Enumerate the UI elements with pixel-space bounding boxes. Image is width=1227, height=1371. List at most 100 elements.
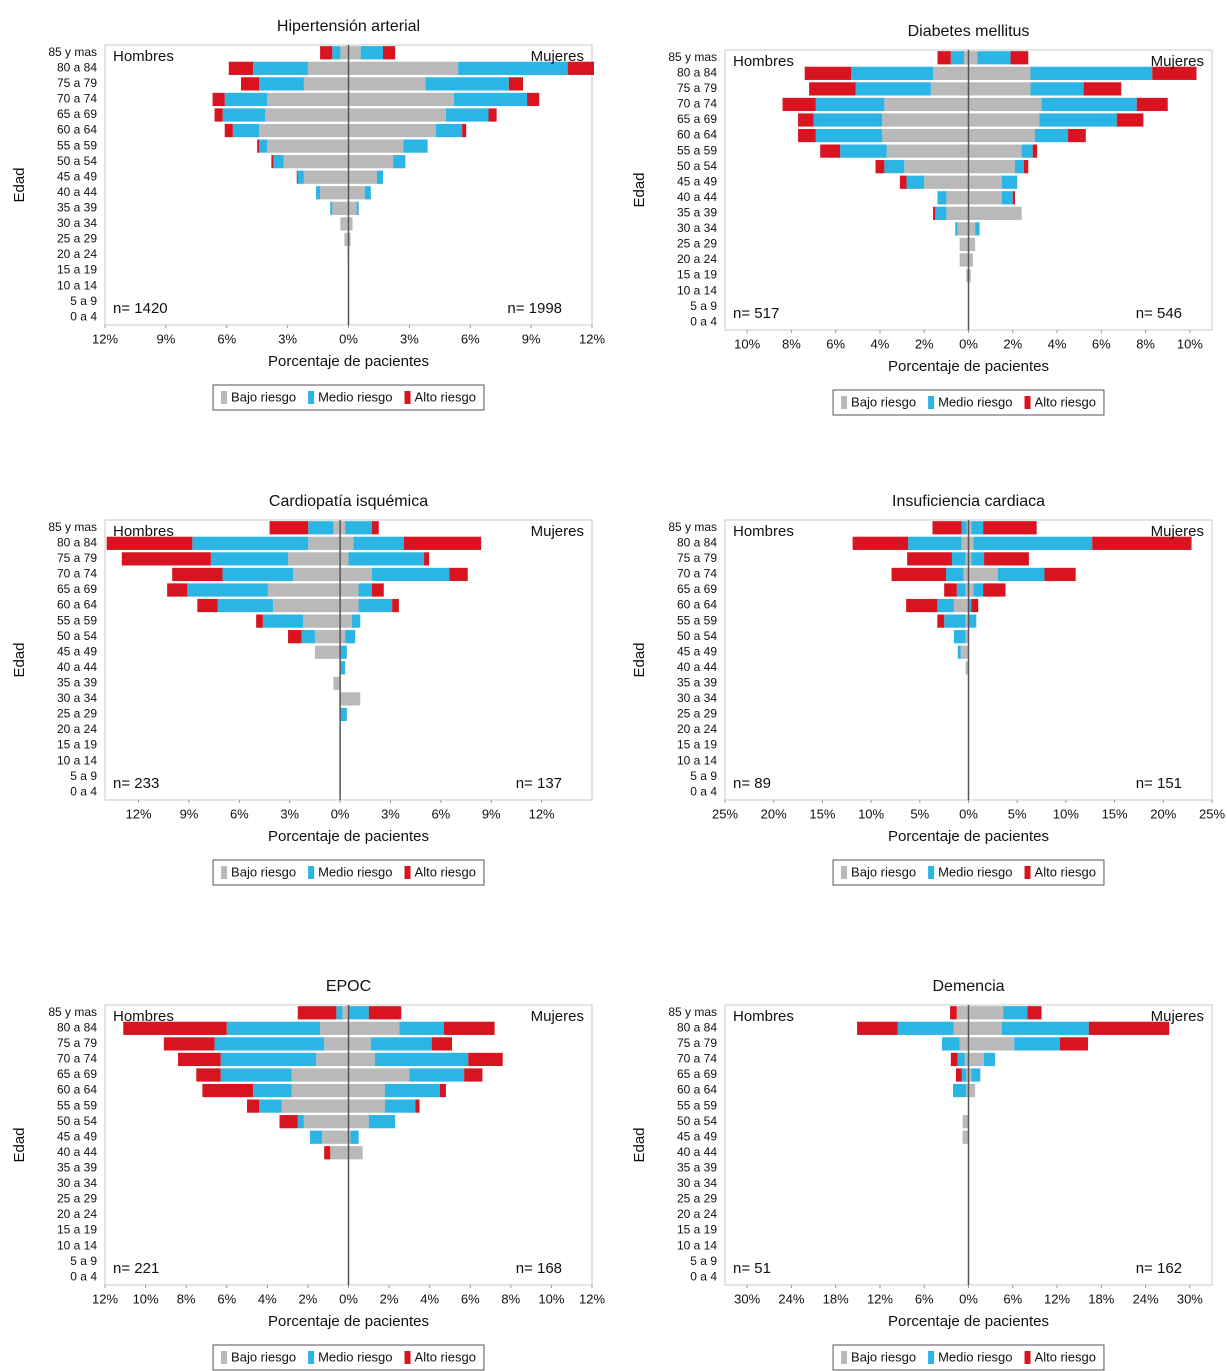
bar-segment <box>214 1037 325 1051</box>
y-tick-label: 80 a 84 <box>57 1021 97 1035</box>
bar-segment <box>167 583 188 597</box>
y-tick-label: 5 a 9 <box>690 1254 717 1268</box>
bar-segment <box>941 1037 960 1051</box>
bar-segment <box>968 175 1002 189</box>
right-label: Mujeres <box>531 48 584 65</box>
bar-segment <box>293 567 341 582</box>
x-tick-label: 0% <box>959 806 978 821</box>
x-tick-label: 10% <box>734 336 760 351</box>
x-tick-label: 3% <box>280 806 299 821</box>
bar-segment <box>891 567 947 582</box>
y-tick-label: 35 a 39 <box>57 676 97 690</box>
bar-segment <box>212 92 225 107</box>
bar-segment <box>965 630 969 644</box>
bar-segment <box>409 1068 465 1082</box>
x-tick-label: 8% <box>177 1291 196 1306</box>
x-tick-label: 10% <box>1053 806 1079 821</box>
legend: Bajo riesgo Medio riesgo Alto riesgo <box>832 1344 1105 1371</box>
legend-box <box>832 1344 1105 1371</box>
x-tick-label: 18% <box>1088 1291 1114 1306</box>
legend-label: Bajo riesgo <box>231 1349 296 1364</box>
x-tick-label: 10% <box>538 1291 564 1306</box>
bar-segment <box>960 645 969 659</box>
bar-segment <box>962 1130 969 1144</box>
chart-title: Cardiopatía isquémica <box>269 493 428 510</box>
bar-segment <box>340 567 373 582</box>
bar-segment <box>267 583 341 597</box>
bar-segment <box>301 630 315 644</box>
y-tick-label: 15 a 19 <box>57 738 97 752</box>
x-tick-label: 2% <box>1003 336 1022 351</box>
bar-segment <box>324 1146 331 1160</box>
y-tick-label: 5 a 9 <box>70 1254 97 1268</box>
bar-segment <box>1083 82 1122 96</box>
bar-segment <box>937 191 947 205</box>
y-tick-label: 70 a 74 <box>677 97 717 111</box>
bar-segment <box>372 583 384 597</box>
bar-segment <box>324 1037 349 1051</box>
y-tick-label: 35 a 39 <box>677 676 717 690</box>
x-tick-label: 5% <box>910 806 929 821</box>
bar-segment <box>330 1146 349 1160</box>
x-tick-label: 0% <box>959 336 978 351</box>
x-tick-label: 9% <box>522 331 541 346</box>
y-tick-label: 45 a 49 <box>677 644 717 658</box>
x-tick-label: 0% <box>339 331 358 346</box>
bar-segment <box>937 51 951 65</box>
bar-segment <box>813 113 883 127</box>
bar-segment <box>950 51 965 65</box>
bar-segment <box>964 1052 969 1067</box>
x-tick-label: 8% <box>1136 336 1155 351</box>
legend-swatch <box>928 396 935 409</box>
left-label: Hombres <box>733 523 794 540</box>
bar-segment <box>798 128 816 143</box>
legend-box <box>212 859 485 886</box>
bar-segment <box>197 598 218 613</box>
bar-segment <box>1034 128 1069 143</box>
bar-segment <box>192 536 309 550</box>
x-tick-label: 12% <box>579 331 605 346</box>
bar-segment <box>983 521 1037 535</box>
bar-segment <box>957 645 961 659</box>
y-tick-label: 25 a 29 <box>57 232 97 246</box>
right-label: Mujeres <box>1151 523 1204 540</box>
y-tick-label: 50 a 54 <box>57 1114 97 1128</box>
y-tick-label: 5 a 9 <box>690 769 717 783</box>
legend-label: Medio riesgo <box>318 864 392 879</box>
bar-segment <box>240 77 260 91</box>
n-right: n= 1998 <box>507 300 562 317</box>
x-tick-label: 8% <box>782 336 801 351</box>
x-tick-label: 24% <box>1133 1291 1159 1306</box>
bar-segment <box>262 614 304 628</box>
y-tick-label: 40 a 44 <box>677 660 717 674</box>
bar-segment <box>172 567 223 582</box>
bar-segment <box>348 155 394 169</box>
bar-segment <box>265 108 349 122</box>
legend: Bajo riesgo Medio riesgo Alto riesgo <box>832 389 1105 416</box>
bar-segment <box>968 1068 972 1082</box>
legend-swatch <box>928 1351 935 1364</box>
bar-segment <box>340 614 352 628</box>
bar-segment <box>356 201 359 215</box>
x-tick-label: 6% <box>461 1291 480 1306</box>
bar-segment <box>567 61 595 75</box>
y-tick-label: 35 a 39 <box>677 1161 717 1175</box>
legend-box <box>832 859 1105 886</box>
y-tick-label: 10 a 14 <box>677 1238 717 1252</box>
bar-segment <box>1088 1021 1170 1035</box>
x-tick-label: 2% <box>380 1291 399 1306</box>
y-tick-label: 5 a 9 <box>690 299 717 313</box>
y-tick-label: 55 a 59 <box>57 613 97 627</box>
y-tick-label: 60 a 64 <box>57 1083 97 1097</box>
y-tick-label: 35 a 39 <box>677 206 717 220</box>
legend-label: Alto riesgo <box>1035 864 1096 879</box>
x-tick-label: 18% <box>823 1291 849 1306</box>
bar-segment <box>815 97 885 112</box>
bar-segment <box>965 583 969 597</box>
y-tick-label: 10 a 14 <box>57 1238 97 1252</box>
bar-segment <box>1010 51 1029 65</box>
bar-segment <box>449 567 468 582</box>
legend: Bajo riesgo Medio riesgo Alto riesgo <box>212 384 485 411</box>
x-tick-label: 6% <box>826 336 845 351</box>
